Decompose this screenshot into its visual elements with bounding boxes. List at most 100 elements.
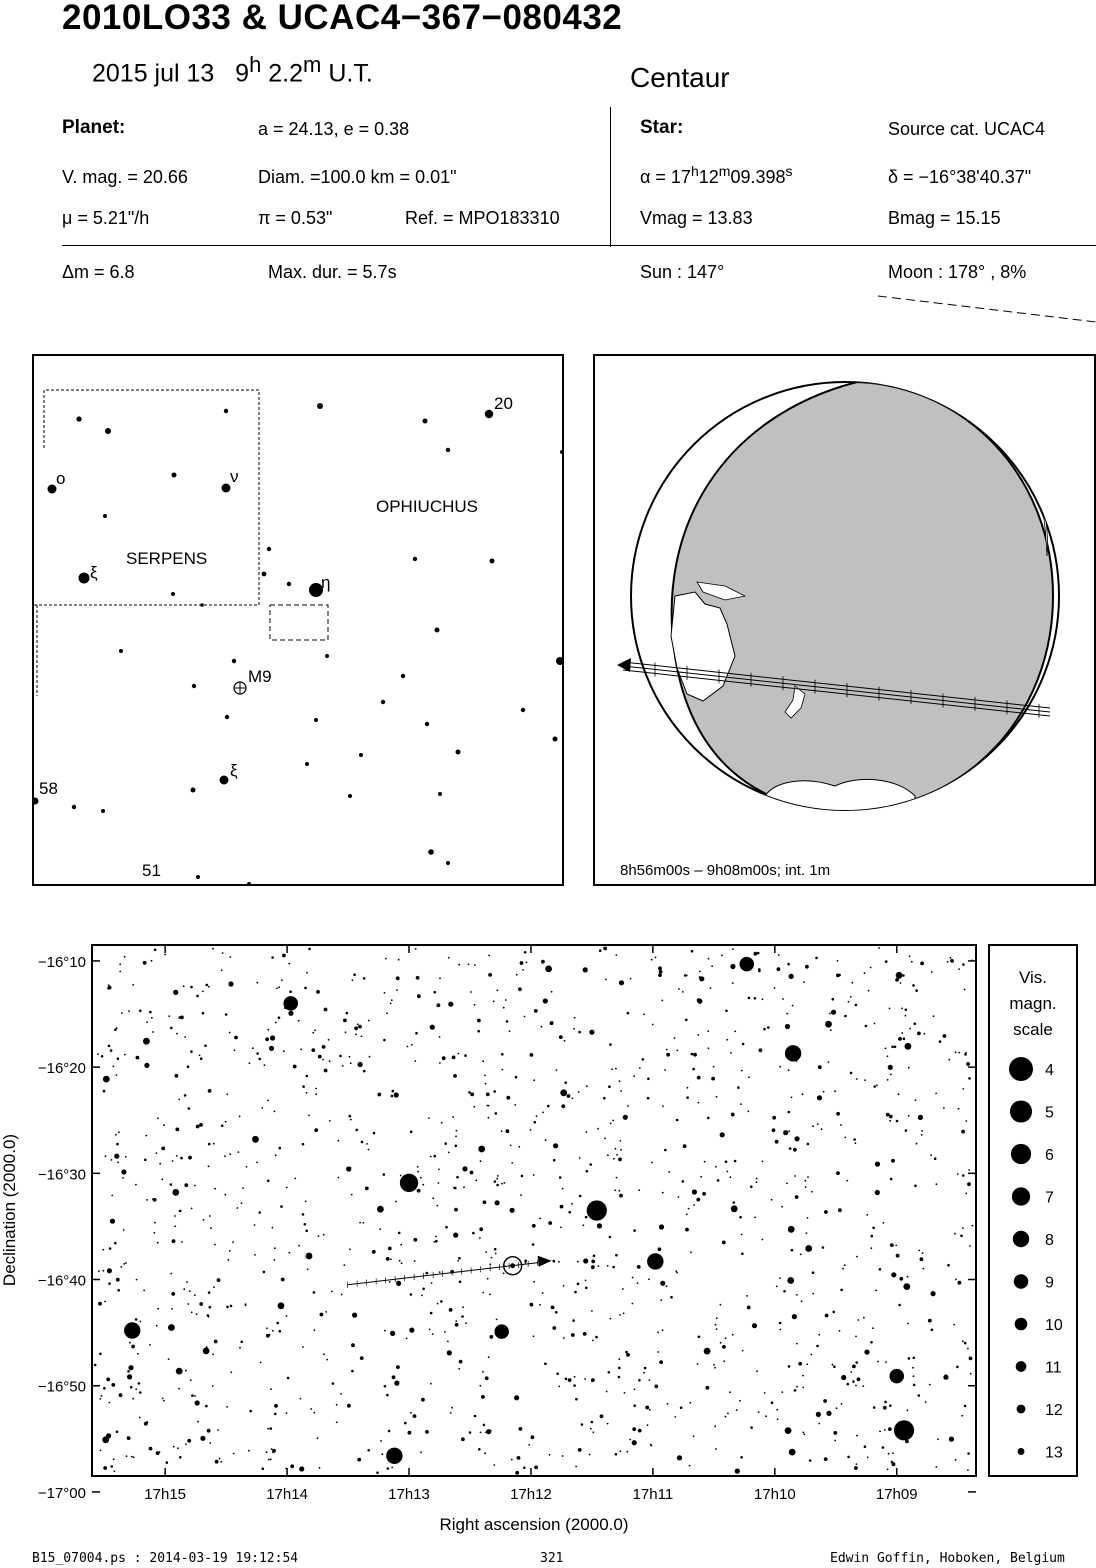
field-star [930, 1154, 933, 1156]
field-star [654, 956, 657, 959]
field-star [793, 1389, 797, 1392]
field-star [115, 1133, 117, 1136]
sun-elongation: Sun : 147° [640, 262, 725, 282]
field-star [359, 1356, 364, 1360]
finder-chart-canvas: OPHIUCHUS SERPENS M9 20 58 51 o ν ξ η ξ [34, 389, 562, 884]
field-star [258, 1057, 262, 1061]
field-star [213, 1339, 218, 1344]
field-star [428, 1117, 430, 1119]
field-star [697, 998, 703, 1004]
field-star [715, 1317, 718, 1320]
field-star [308, 947, 311, 951]
field-star [441, 1056, 446, 1061]
field-star [183, 1288, 186, 1291]
field-star [232, 1241, 235, 1243]
field-star [382, 1173, 386, 1176]
field-star [485, 1251, 488, 1253]
planet-diameter: Diam. =100.0 km = 0.01" [258, 167, 457, 187]
event-datetime: 2015 jul 13 9h 2.2m U.T. [92, 52, 373, 88]
field-star [313, 1411, 316, 1414]
field-star [658, 1224, 665, 1230]
field-star [358, 1024, 362, 1029]
field-star [564, 1081, 567, 1084]
field-star [779, 1065, 782, 1068]
field-star [305, 1252, 313, 1260]
field-star [949, 956, 952, 959]
field-star [430, 1382, 432, 1385]
field-star [368, 1055, 371, 1058]
field-star [614, 1147, 617, 1150]
field-star [618, 1189, 621, 1192]
table-divider-horizontal [62, 245, 1096, 246]
field-star [484, 1074, 486, 1077]
field-star [849, 996, 852, 998]
field-star [583, 1258, 589, 1264]
field-star [576, 1260, 579, 1263]
field-star [697, 1034, 700, 1036]
field-star [104, 1300, 106, 1303]
finder-star [314, 718, 318, 722]
field-star [726, 1170, 729, 1173]
field-star [232, 1452, 235, 1455]
field-star [658, 973, 662, 977]
field-star [582, 1332, 587, 1336]
field-star [730, 1205, 738, 1213]
field-star [626, 1353, 630, 1357]
finder-star [489, 558, 495, 564]
field-star [533, 1079, 536, 1082]
field-star [633, 1388, 636, 1391]
field-star [128, 1365, 134, 1371]
field-star [379, 1228, 382, 1230]
field-star [119, 970, 122, 973]
field-star [456, 1175, 459, 1179]
field-star [895, 1244, 898, 1247]
field-star [224, 1013, 228, 1016]
field-star [887, 1064, 893, 1070]
field-star [853, 1138, 856, 1141]
field-star [270, 1388, 272, 1391]
field-star [172, 1189, 180, 1196]
field-star [541, 959, 545, 964]
field-star [677, 1196, 680, 1198]
field-star [482, 1291, 485, 1294]
field-star [531, 1223, 536, 1228]
field-star [818, 1333, 821, 1336]
field-star [857, 1319, 860, 1321]
field-star [627, 1105, 629, 1107]
field-star [535, 1115, 538, 1117]
field-star [433, 1240, 436, 1243]
field-star [847, 1455, 850, 1459]
field-star [123, 955, 126, 958]
field-star [796, 1385, 798, 1388]
field-star [207, 985, 210, 988]
field-star [494, 1252, 497, 1255]
field-star [875, 1289, 878, 1292]
time-suffix: U.T. [328, 59, 373, 88]
field-star [388, 1281, 391, 1283]
field-star [347, 1403, 351, 1408]
label-xi-1: ξ [90, 563, 98, 582]
field-star [558, 1035, 563, 1039]
field-star [962, 963, 965, 966]
field-star [545, 965, 552, 973]
field-star [220, 969, 223, 972]
field-star [664, 1148, 667, 1152]
field-star [734, 1468, 740, 1474]
field-star [181, 1241, 183, 1243]
field-star [274, 1404, 278, 1408]
field-star [731, 1333, 734, 1336]
field-star [510, 1458, 513, 1461]
field-star [758, 969, 761, 973]
field-star [355, 1128, 359, 1132]
field-star [897, 1093, 900, 1096]
field-star [262, 1270, 266, 1274]
field-star [458, 1367, 461, 1370]
field-star [99, 1398, 102, 1400]
legend-label: 10 [1045, 1317, 1063, 1334]
field-star [746, 1305, 751, 1310]
field-star [482, 1060, 485, 1063]
legend-symbol [1009, 1057, 1033, 1081]
field-star [107, 986, 110, 990]
legend-symbol [1010, 1143, 1032, 1165]
field-star [207, 1089, 212, 1093]
